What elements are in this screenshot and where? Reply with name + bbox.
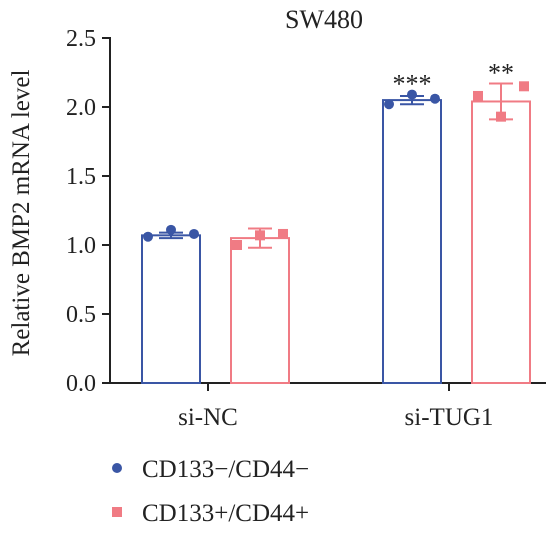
significance-label: ** (488, 59, 514, 88)
data-point (430, 93, 440, 104)
data-point (278, 228, 288, 239)
data-point (473, 90, 483, 101)
bar (382, 99, 442, 384)
y-tick-label: 2.0 (66, 95, 96, 121)
data-point (255, 230, 265, 241)
data-point (407, 89, 417, 100)
data-point (189, 228, 199, 239)
bar (230, 237, 290, 384)
data-point (519, 81, 529, 92)
y-tick-label: 1.0 (66, 233, 96, 259)
legend-label: CD133−/CD44− (142, 456, 309, 483)
y-tick-label: 0.0 (66, 371, 96, 397)
y-tick-label: 2.5 (66, 26, 96, 52)
legend-label: CD133+/CD44+ (142, 500, 309, 527)
data-point (143, 231, 153, 242)
y-axis-label: Relative BMP2 mRNA level (8, 70, 35, 357)
significance-label: *** (393, 70, 432, 99)
data-point (496, 111, 506, 122)
y-tick-label: 0.5 (66, 302, 96, 328)
legend-marker (112, 507, 122, 517)
legend-marker (112, 463, 122, 473)
bar (141, 234, 201, 384)
x-tick-label: si-NC (178, 404, 238, 431)
x-tick-label: si-TUG1 (405, 404, 494, 431)
data-point (166, 224, 176, 235)
bar (471, 100, 531, 384)
data-point (384, 99, 394, 110)
y-tick-label: 1.5 (66, 164, 96, 190)
data-point (232, 240, 242, 250)
chart-title: SW480 (285, 5, 363, 34)
